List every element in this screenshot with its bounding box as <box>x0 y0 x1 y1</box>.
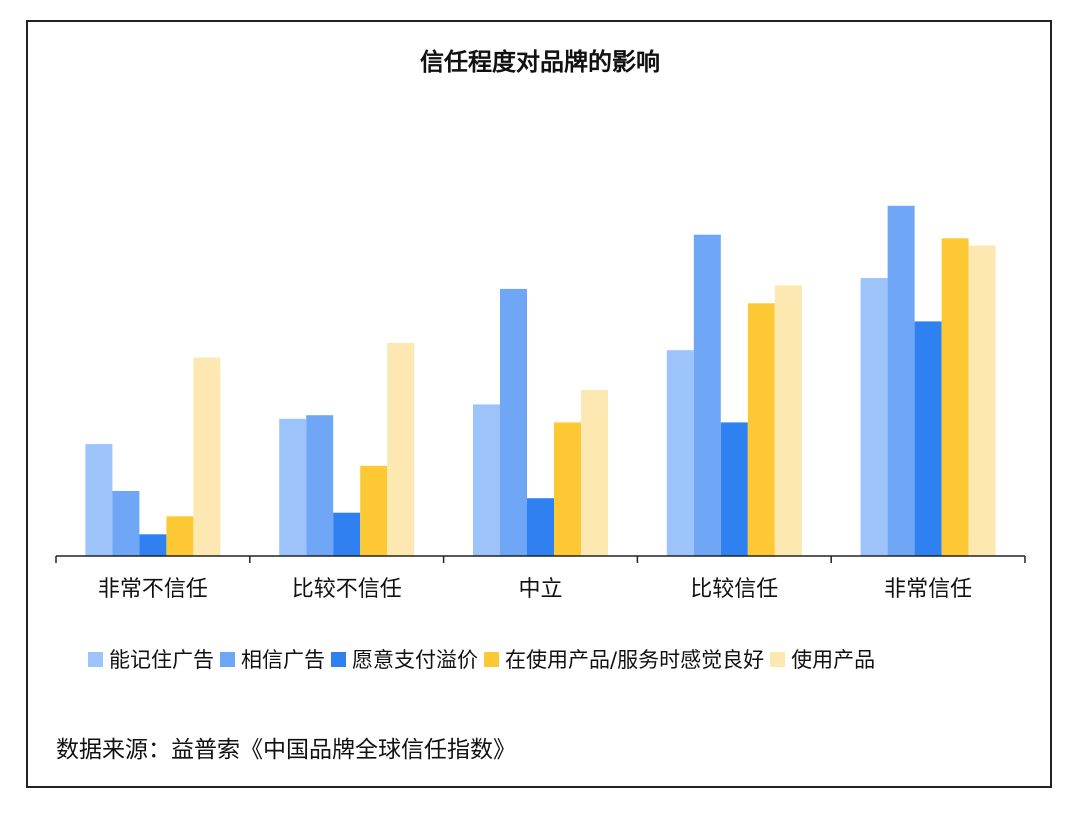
legend-label: 使用产品 <box>791 648 876 672</box>
bar-4-3 <box>941 238 969 557</box>
bar-2-4 <box>581 389 608 556</box>
x-tick-label: 非常不信任 <box>98 577 208 602</box>
bar-3-1 <box>693 234 721 556</box>
legend-label: 愿意支付溢价 <box>352 648 478 672</box>
bar-4-2 <box>914 321 942 557</box>
chart-legend: 能记住广告 相信广告 愿意支付溢价 在使用产品/服务时感觉良好 使用产品 <box>88 644 881 674</box>
legend-item: 相信广告 <box>220 644 325 674</box>
legend-swatch <box>331 651 346 667</box>
legend-label: 相信广告 <box>241 648 325 672</box>
x-tick-label: 中立 <box>518 577 562 602</box>
legend-swatch <box>220 651 235 667</box>
x-tick-label: 比较信任 <box>690 577 778 602</box>
legend-swatch <box>484 651 499 667</box>
bar-2-2 <box>527 498 554 556</box>
legend-item: 使用产品 <box>770 644 875 674</box>
x-tick-label: 非常信任 <box>884 577 972 602</box>
legend-label: 在使用产品/服务时感觉良好 <box>505 648 765 672</box>
chart-frame <box>26 20 1052 788</box>
bar-3-2 <box>720 422 748 556</box>
legend-swatch <box>88 651 103 667</box>
bar-4-1 <box>887 205 915 557</box>
legend-label: 能记住广告 <box>109 648 214 672</box>
legend-swatch <box>770 651 786 667</box>
data-source-note: 数据来源：益普索《中国品牌全球信任指数》 <box>56 737 516 763</box>
legend-item: 在使用产品/服务时感觉良好 <box>484 644 764 674</box>
bar-0-1 <box>112 491 140 556</box>
bar-2-3 <box>554 422 581 556</box>
bar-4-4 <box>968 245 996 556</box>
chart-title: 信任程度对品牌的影响 <box>420 48 660 76</box>
bar-1-4 <box>387 343 415 556</box>
bar-3-3 <box>747 303 775 556</box>
x-tick-label: 比较不信任 <box>292 577 402 602</box>
bar-0-4 <box>193 357 221 556</box>
bar-3-0 <box>666 350 694 556</box>
bar-0-0 <box>85 444 113 556</box>
bar-0-2 <box>139 534 167 556</box>
bar-2-1 <box>500 288 527 556</box>
bar-1-0 <box>279 418 307 556</box>
legend-item: 能记住广告 <box>88 644 214 674</box>
legend-item: 愿意支付溢价 <box>331 644 478 674</box>
bar-1-2 <box>333 512 361 556</box>
bar-2-0 <box>473 404 500 556</box>
bar-1-3 <box>360 465 388 557</box>
bar-4-0 <box>860 278 888 556</box>
bar-3-4 <box>774 285 802 557</box>
bar-1-1 <box>306 415 334 556</box>
bar-0-3 <box>166 516 194 556</box>
